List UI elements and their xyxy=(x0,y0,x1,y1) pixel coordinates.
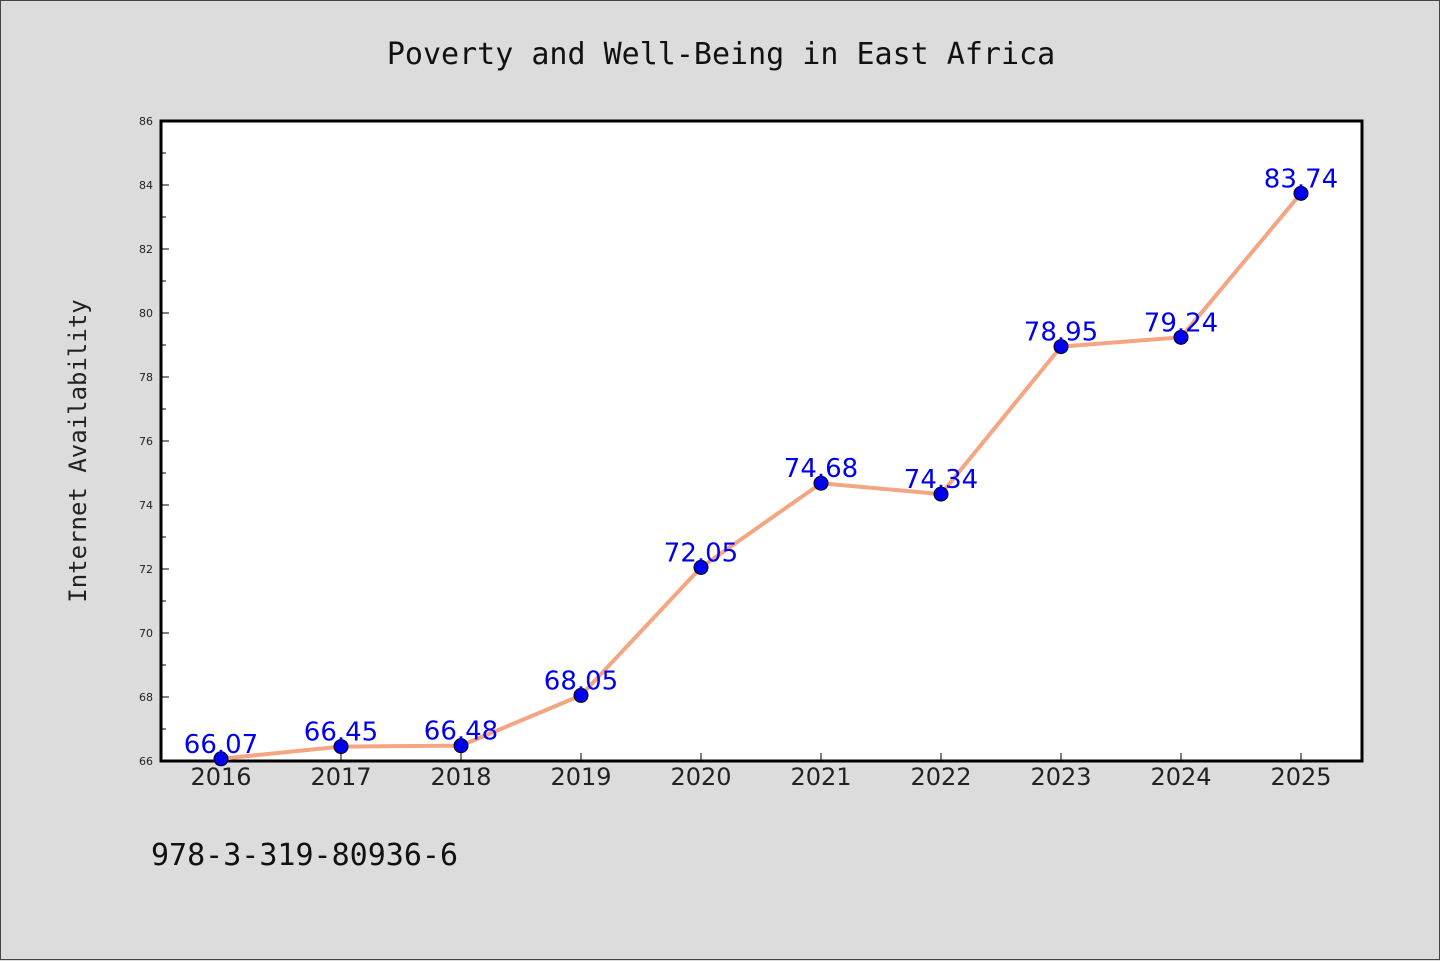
data-point-marker xyxy=(693,559,709,575)
series-line xyxy=(220,192,1303,761)
x-tick-label: 2020 xyxy=(670,763,731,791)
x-tick-label: 2016 xyxy=(190,763,251,791)
y-axis-ticks: 66 68 70 72 74 76 78 80 82 84 86 xyxy=(139,115,169,768)
x-axis-ticks: 2016 2017 2018 2019 2020 2021 2022 2023 2024 2025 xyxy=(190,753,1332,791)
y-tick-label: 74 xyxy=(139,499,153,512)
data-value-label: 66.45 xyxy=(304,718,378,748)
data-point-marker xyxy=(573,687,589,703)
data-labels: 66.07 66.45 66.48 68.05 72.05 74.68 74.34 78.95… xyxy=(184,164,1338,759)
x-tick-label: 2025 xyxy=(1270,763,1331,791)
data-value-label: 68.05 xyxy=(544,666,618,696)
data-value-label: 79.24 xyxy=(1144,308,1218,338)
data-value-label: 78.95 xyxy=(1024,318,1098,348)
data-value-label: 74.68 xyxy=(784,454,858,484)
x-tick-label: 2017 xyxy=(310,763,371,791)
data-series xyxy=(213,185,1309,767)
plot-area xyxy=(159,119,1364,763)
y-tick-label: 76 xyxy=(139,435,153,448)
footnote-isbn: 978-3-319-80936-6 xyxy=(151,838,458,873)
y-tick-label: 82 xyxy=(139,243,153,256)
y-tick-label: 68 xyxy=(139,691,153,704)
data-point-marker xyxy=(933,486,949,502)
y-tick-label: 84 xyxy=(139,179,153,192)
chart-title: Poverty and Well-Being in East Africa xyxy=(387,37,1055,72)
data-point-marker xyxy=(453,738,469,754)
x-tick-label: 2023 xyxy=(1030,763,1091,791)
x-tick-label: 2019 xyxy=(550,763,611,791)
data-value-label: 74.34 xyxy=(904,465,978,495)
data-value-label: 66.48 xyxy=(424,717,498,747)
x-tick-label: 2022 xyxy=(910,763,971,791)
y-axis-label: Internet Availability xyxy=(64,299,92,602)
data-value-label: 66.07 xyxy=(184,730,258,760)
y-tick-label: 78 xyxy=(139,371,153,384)
y-tick-label: 86 xyxy=(139,115,153,128)
data-value-label: 83.74 xyxy=(1264,164,1338,194)
x-tick-label: 2018 xyxy=(430,763,491,791)
data-point-marker xyxy=(333,739,349,755)
y-tick-label: 72 xyxy=(139,563,153,576)
y-tick-label: 66 xyxy=(139,755,153,768)
y-tick-label: 70 xyxy=(139,627,153,640)
data-value-label: 72.05 xyxy=(664,538,738,568)
data-point-marker xyxy=(1053,339,1069,355)
data-point-marker xyxy=(1173,329,1189,345)
y-tick-label: 80 xyxy=(139,307,153,320)
data-point-marker xyxy=(213,751,229,767)
data-point-marker xyxy=(1293,185,1309,201)
x-tick-label: 2024 xyxy=(1150,763,1211,791)
data-point-marker xyxy=(813,475,829,491)
x-tick-label: 2021 xyxy=(790,763,851,791)
